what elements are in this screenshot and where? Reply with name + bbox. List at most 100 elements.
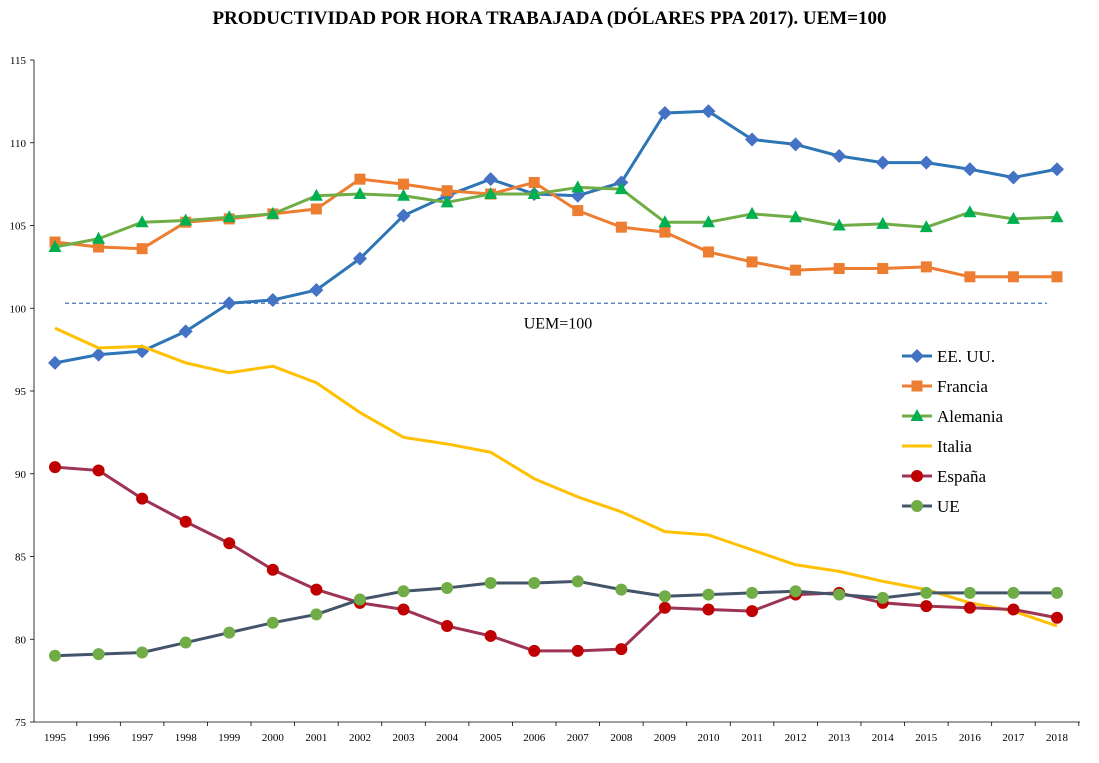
data-point-alemania bbox=[397, 188, 411, 201]
data-point-ue bbox=[528, 576, 541, 589]
data-point-francia bbox=[398, 178, 410, 190]
data-point-alemania bbox=[309, 188, 323, 201]
legend-marker bbox=[911, 500, 923, 512]
y-tick-label: 85 bbox=[15, 552, 27, 564]
data-point-alemania bbox=[571, 180, 585, 193]
data-point-ee-uu bbox=[1050, 162, 1064, 177]
x-tick-label: 1996 bbox=[88, 732, 111, 744]
data-point-francia bbox=[441, 185, 453, 197]
data-point-ue bbox=[702, 588, 715, 601]
data-point-francia bbox=[746, 256, 758, 268]
series-group bbox=[48, 104, 1064, 662]
data-point-ee-uu bbox=[396, 208, 411, 223]
data-point-francia bbox=[920, 261, 932, 273]
x-tick-label: 2006 bbox=[523, 732, 546, 744]
legend-label: UE bbox=[937, 497, 960, 516]
data-point-alemania bbox=[963, 205, 977, 218]
legend-item-ue: UE bbox=[902, 497, 960, 516]
data-point-francia bbox=[964, 271, 976, 283]
data-point-ee-uu bbox=[48, 355, 62, 370]
reference-line-label: UEM=100 bbox=[524, 315, 593, 332]
series-line-italia bbox=[54, 326, 1058, 628]
x-tick-label: 2017 bbox=[1002, 732, 1025, 744]
x-tick-label: 2004 bbox=[436, 732, 459, 744]
data-point-españa bbox=[49, 461, 61, 474]
data-point-ee-uu bbox=[178, 324, 193, 339]
data-point-españa bbox=[746, 605, 759, 618]
data-point-ue bbox=[571, 575, 584, 588]
data-point-ee-uu bbox=[745, 132, 760, 147]
data-point-ee-uu bbox=[788, 137, 803, 152]
data-point-ee-uu bbox=[875, 155, 890, 170]
data-point-españa bbox=[1007, 603, 1020, 616]
x-tick-label: 2002 bbox=[349, 732, 371, 744]
x-tick-label: 1998 bbox=[175, 732, 198, 744]
series-line-francia bbox=[54, 177, 1057, 279]
y-tick-label: 100 bbox=[10, 303, 27, 315]
x-tick-label: 2007 bbox=[567, 732, 590, 744]
x-tick-label: 1997 bbox=[131, 732, 154, 744]
data-point-alemania bbox=[353, 187, 367, 200]
legend-label: Italia bbox=[937, 437, 972, 456]
data-point-españa bbox=[658, 601, 671, 614]
data-point-ue bbox=[658, 590, 671, 603]
data-point-ee-uu bbox=[657, 105, 672, 120]
data-point-ee-uu bbox=[265, 292, 280, 307]
series-ue bbox=[49, 575, 1063, 662]
legend-item-ee-uu: EE. UU. bbox=[902, 347, 995, 366]
data-point-alemania bbox=[222, 210, 236, 223]
data-point-alemania bbox=[701, 215, 715, 228]
x-tick-label: 2014 bbox=[872, 732, 895, 744]
data-point-francia bbox=[659, 226, 671, 238]
data-point-españa bbox=[702, 603, 715, 616]
data-point-francia bbox=[93, 241, 105, 253]
data-point-ue bbox=[1007, 586, 1020, 599]
legend-item-españa: España bbox=[902, 467, 987, 486]
data-point-alemania bbox=[832, 218, 846, 231]
data-point-ue bbox=[136, 646, 149, 659]
data-point-francia bbox=[528, 176, 540, 188]
data-point-ue bbox=[484, 576, 497, 589]
series-line-alemania bbox=[54, 185, 1058, 249]
data-point-ue bbox=[746, 586, 759, 599]
data-point-francia bbox=[354, 173, 366, 185]
data-point-ee-uu bbox=[309, 283, 324, 298]
data-point-alemania bbox=[919, 220, 933, 233]
data-point-ue bbox=[353, 593, 366, 606]
data-point-españa bbox=[441, 620, 454, 633]
x-tick-label: 1995 bbox=[44, 732, 67, 744]
y-tick-label: 115 bbox=[10, 55, 27, 67]
data-point-ee-uu bbox=[222, 296, 237, 311]
data-point-alemania bbox=[658, 215, 672, 228]
data-point-ee-uu bbox=[483, 172, 498, 187]
x-tick-label: 2013 bbox=[828, 732, 851, 744]
x-tick-label: 2005 bbox=[480, 732, 503, 744]
x-tick-label: 2012 bbox=[785, 732, 807, 744]
data-point-ue bbox=[266, 616, 279, 629]
data-point-alemania bbox=[1050, 210, 1064, 223]
reference-line-group: UEM=100 bbox=[65, 302, 1047, 332]
data-point-españa bbox=[179, 515, 192, 528]
legend-label: Alemania bbox=[937, 407, 1004, 426]
data-point-ue bbox=[92, 648, 105, 661]
data-point-ee-uu bbox=[352, 251, 367, 266]
x-tick-label: 2016 bbox=[959, 732, 982, 744]
legend-label: EE. UU. bbox=[937, 347, 995, 366]
legend-marker bbox=[911, 380, 923, 392]
data-point-alemania bbox=[135, 215, 149, 228]
x-tick-label: 2009 bbox=[654, 732, 677, 744]
legend-marker bbox=[910, 409, 924, 421]
data-point-españa bbox=[484, 629, 497, 642]
data-point-alemania bbox=[440, 195, 454, 208]
x-tick-label: 2010 bbox=[697, 732, 720, 744]
data-point-ue bbox=[310, 608, 323, 621]
x-tick-label: 2003 bbox=[393, 732, 416, 744]
data-point-ue bbox=[223, 626, 236, 639]
series-españa bbox=[49, 461, 1063, 657]
data-point-españa bbox=[310, 583, 323, 596]
data-point-españa bbox=[397, 603, 410, 616]
data-point-alemania bbox=[789, 210, 803, 223]
data-point-ee-uu bbox=[962, 162, 977, 177]
x-tick-label: 2018 bbox=[1046, 732, 1069, 744]
data-point-españa bbox=[223, 537, 236, 550]
